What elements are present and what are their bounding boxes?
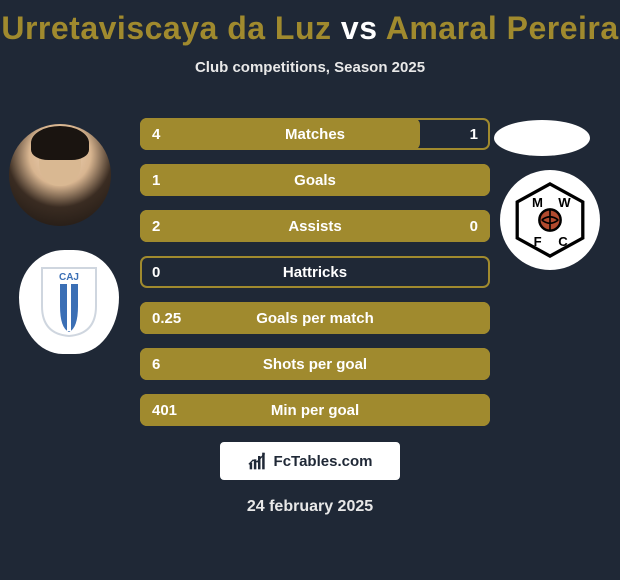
player-right-placeholder bbox=[494, 120, 590, 156]
stat-label: Assists bbox=[140, 218, 490, 235]
title-player-left: Urretaviscaya da Luz bbox=[1, 10, 331, 46]
page-title: Urretaviscaya da Luz vs Amaral Pereira bbox=[0, 0, 620, 47]
stat-label: Matches bbox=[140, 126, 490, 143]
site-name: FcTables.com bbox=[274, 453, 373, 470]
stat-bars: 4Matches11Goals2Assists00Hattricks0.25Go… bbox=[140, 118, 490, 440]
stat-label: Shots per goal bbox=[140, 356, 490, 373]
title-vs: vs bbox=[332, 10, 386, 46]
svg-text:M: M bbox=[532, 195, 543, 210]
svg-text:CAJ: CAJ bbox=[59, 272, 79, 283]
stat-row: 2Assists0 bbox=[140, 210, 490, 242]
player-left-photo bbox=[9, 124, 111, 226]
stat-label: Goals per match bbox=[140, 310, 490, 327]
stat-row: 4Matches1 bbox=[140, 118, 490, 150]
subtitle: Club competitions, Season 2025 bbox=[0, 59, 620, 76]
club-right-shield-icon: M W F C bbox=[509, 179, 591, 261]
stat-row: 0.25Goals per match bbox=[140, 302, 490, 334]
stat-value-right: 1 bbox=[470, 126, 478, 143]
title-player-right: Amaral Pereira bbox=[386, 10, 619, 46]
stat-row: 1Goals bbox=[140, 164, 490, 196]
stat-row: 6Shots per goal bbox=[140, 348, 490, 380]
svg-text:C: C bbox=[558, 234, 568, 249]
stat-label: Goals bbox=[140, 172, 490, 189]
stat-value-right: 0 bbox=[470, 218, 478, 235]
chart-icon bbox=[248, 451, 268, 471]
stat-label: Hattricks bbox=[140, 264, 490, 281]
comparison-panel: CAJ M W F C 4Matches11Goals2Assists00Hat… bbox=[0, 108, 620, 438]
stat-row: 0Hattricks bbox=[140, 256, 490, 288]
club-right-badge: M W F C bbox=[500, 170, 600, 270]
club-left-badge: CAJ bbox=[19, 250, 119, 354]
stat-label: Min per goal bbox=[140, 402, 490, 419]
svg-text:W: W bbox=[558, 195, 571, 210]
stat-row: 401Min per goal bbox=[140, 394, 490, 426]
site-badge: FcTables.com bbox=[220, 442, 400, 480]
club-left-shield-icon: CAJ bbox=[40, 266, 98, 338]
infographic-date: 24 february 2025 bbox=[0, 498, 620, 516]
svg-text:F: F bbox=[534, 234, 542, 249]
